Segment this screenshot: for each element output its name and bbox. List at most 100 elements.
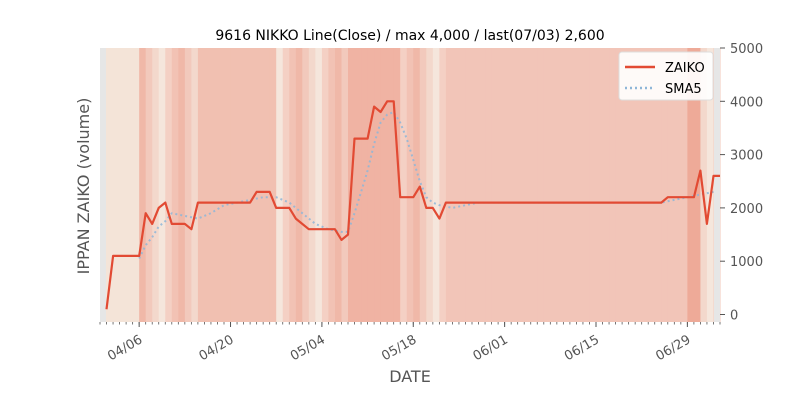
x-tick-label: 05/04 (288, 332, 328, 364)
day-band (308, 48, 316, 322)
day-band (628, 48, 636, 322)
y-axis-label: IPPAN ZAIKO (volume) (74, 98, 93, 275)
y-tick-label: 0 (730, 309, 738, 324)
day-band (504, 48, 512, 322)
day-band (413, 48, 421, 322)
day-band (374, 48, 382, 322)
day-band (119, 48, 127, 322)
day-band (556, 48, 564, 322)
day-band (661, 48, 669, 322)
day-band (576, 48, 584, 322)
day-band (217, 48, 225, 322)
day-band (361, 48, 369, 322)
day-band (498, 48, 506, 322)
day-band (321, 48, 330, 322)
day-band (171, 48, 179, 322)
day-band (113, 48, 121, 322)
day-band (654, 48, 662, 322)
day-band (243, 48, 251, 322)
day-band (152, 48, 160, 322)
day-band (530, 48, 538, 322)
day-band (648, 48, 656, 322)
day-band (491, 48, 499, 322)
day-band (191, 48, 199, 322)
day-band (641, 48, 649, 322)
x-tick-label: 04/20 (197, 332, 237, 364)
day-band (367, 48, 375, 322)
legend-box (618, 51, 714, 101)
day-band (458, 48, 467, 322)
day-band (511, 48, 519, 322)
day-band (426, 48, 434, 322)
day-band (106, 48, 114, 322)
legend: ZAIKO SMA5 (618, 51, 714, 101)
day-band (282, 48, 290, 322)
day-band (550, 48, 558, 322)
day-band (439, 48, 447, 322)
day-band (145, 48, 153, 322)
day-band (237, 48, 245, 322)
day-band (295, 48, 303, 322)
day-band (158, 48, 166, 322)
day-band (334, 48, 343, 322)
day-band (204, 48, 212, 322)
x-tick-label: 06/01 (471, 332, 511, 364)
day-band (543, 48, 551, 322)
day-band (263, 48, 271, 322)
series-layer (105, 100, 720, 310)
day-band (276, 48, 284, 322)
day-band (452, 48, 460, 322)
day-band (524, 48, 532, 322)
day-band (197, 48, 206, 322)
day-band (341, 48, 349, 322)
x-tick-label: 05/18 (379, 332, 419, 364)
day-band (210, 48, 219, 322)
day-band (132, 48, 140, 322)
day-band (674, 48, 682, 322)
day-band (596, 48, 604, 322)
day-band (315, 48, 323, 322)
day-band (419, 48, 427, 322)
day-band (517, 48, 525, 322)
y-tick-label: 2000 (730, 202, 763, 217)
day-band (432, 48, 440, 322)
x-axis-label: DATE (389, 367, 431, 386)
day-band (680, 48, 688, 322)
day-band (256, 48, 264, 322)
day-band (465, 48, 473, 322)
y-tick-label: 4000 (730, 95, 763, 110)
day-band (269, 48, 277, 322)
right-edge-band (714, 48, 720, 322)
day-band (165, 48, 173, 322)
left-edge-band (100, 48, 106, 322)
day-band (250, 48, 258, 322)
day-band (582, 48, 591, 322)
day-band (537, 48, 545, 322)
background-bands (100, 48, 721, 322)
day-band (230, 48, 238, 322)
day-band (126, 48, 134, 322)
day-band (635, 48, 643, 322)
day-band (569, 48, 578, 322)
chart-title: 9616 NIKKO Line(Close) / max 4,000 / las… (215, 28, 604, 44)
x-tick-label: 06/15 (562, 332, 602, 364)
day-band (445, 48, 454, 322)
day-band (354, 48, 362, 322)
day-band (387, 48, 395, 322)
legend-label-zaiko: ZAIKO (665, 61, 705, 76)
day-band (622, 48, 630, 322)
series-line-zaiko (105, 100, 720, 310)
day-band (224, 48, 232, 322)
day-band (589, 48, 597, 322)
day-band (602, 48, 610, 322)
y-tick-label: 5000 (730, 42, 763, 57)
day-band (700, 48, 708, 322)
day-band (393, 48, 401, 322)
day-band (615, 48, 623, 322)
day-band (380, 48, 388, 322)
day-band (667, 48, 675, 322)
day-band (139, 48, 147, 322)
day-band (563, 48, 571, 322)
day-band (485, 48, 493, 322)
